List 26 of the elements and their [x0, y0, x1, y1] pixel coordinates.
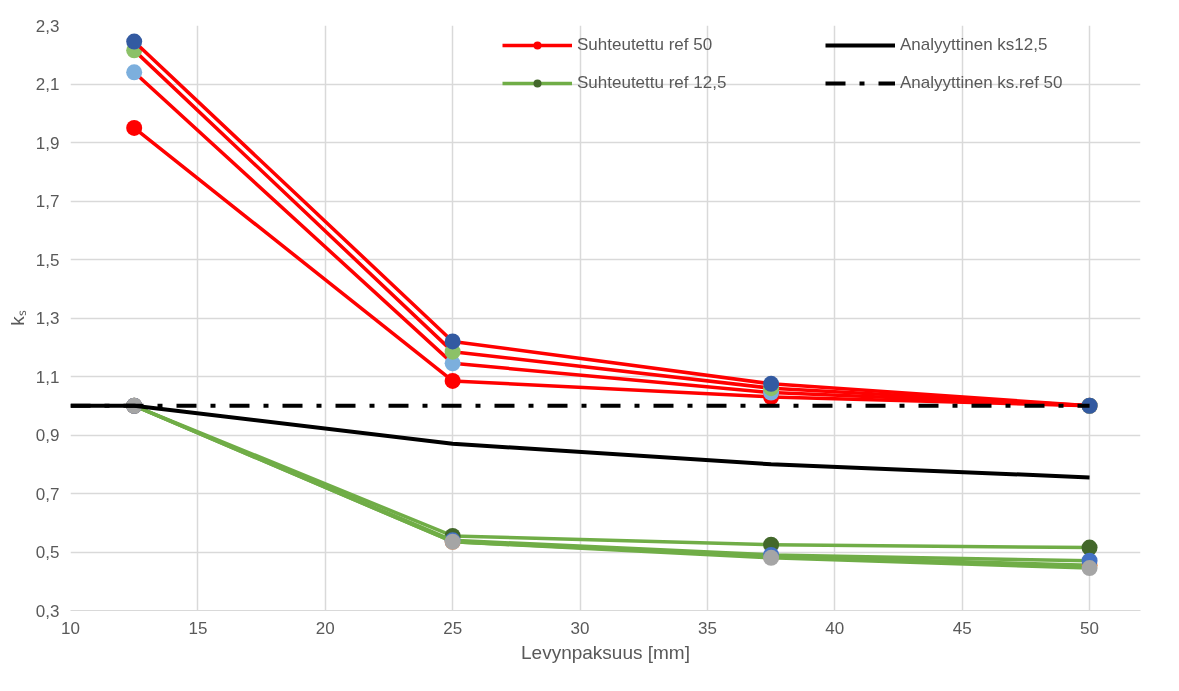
y-tick-label: 0,9	[35, 426, 60, 445]
x-tick-label: 30	[570, 618, 590, 638]
y-tick-label: 0,3	[35, 601, 60, 621]
x-tick-label: 15	[188, 618, 208, 638]
y-tick-label: 1,1	[35, 367, 60, 387]
y-tick-label: 1,7	[35, 192, 60, 211]
y-tick-label: 0,5	[35, 543, 60, 562]
legend-label: Analyyttinen ks.ref 50	[900, 73, 1064, 93]
y-tick-label: 2,3	[35, 16, 60, 36]
x-tick-label: 40	[825, 618, 845, 638]
legend-label: Suhteutettu ref 50	[577, 35, 714, 55]
x-axis-title: Levynpaksuus [mm]	[521, 641, 690, 663]
y-tick-label: 0,7	[35, 484, 60, 504]
y-tick-label: 1,3	[35, 309, 60, 328]
x-tick-label: 45	[952, 618, 972, 638]
x-tick-label: 10	[61, 618, 80, 638]
legend-label: Analyyttinen ks12,5	[900, 35, 1049, 55]
x-tick-label: 20	[315, 618, 335, 638]
y-tick-label: 2,1	[35, 75, 60, 94]
x-tick-label: 50	[1080, 618, 1100, 638]
x-tick-label: 35	[697, 618, 717, 638]
x-tick-label: 25	[443, 618, 463, 638]
y-tick-label: 1,5	[35, 250, 60, 270]
legend-label: Suhteutettu ref 12,5	[577, 73, 728, 93]
y-tick-label: 1,9	[35, 133, 60, 153]
y-axis-title: kₛ	[6, 310, 28, 326]
